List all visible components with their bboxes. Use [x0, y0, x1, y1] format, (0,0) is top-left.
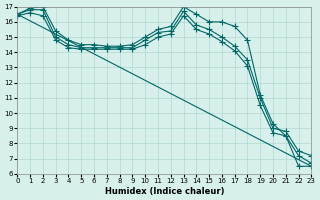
- X-axis label: Humidex (Indice chaleur): Humidex (Indice chaleur): [105, 187, 224, 196]
